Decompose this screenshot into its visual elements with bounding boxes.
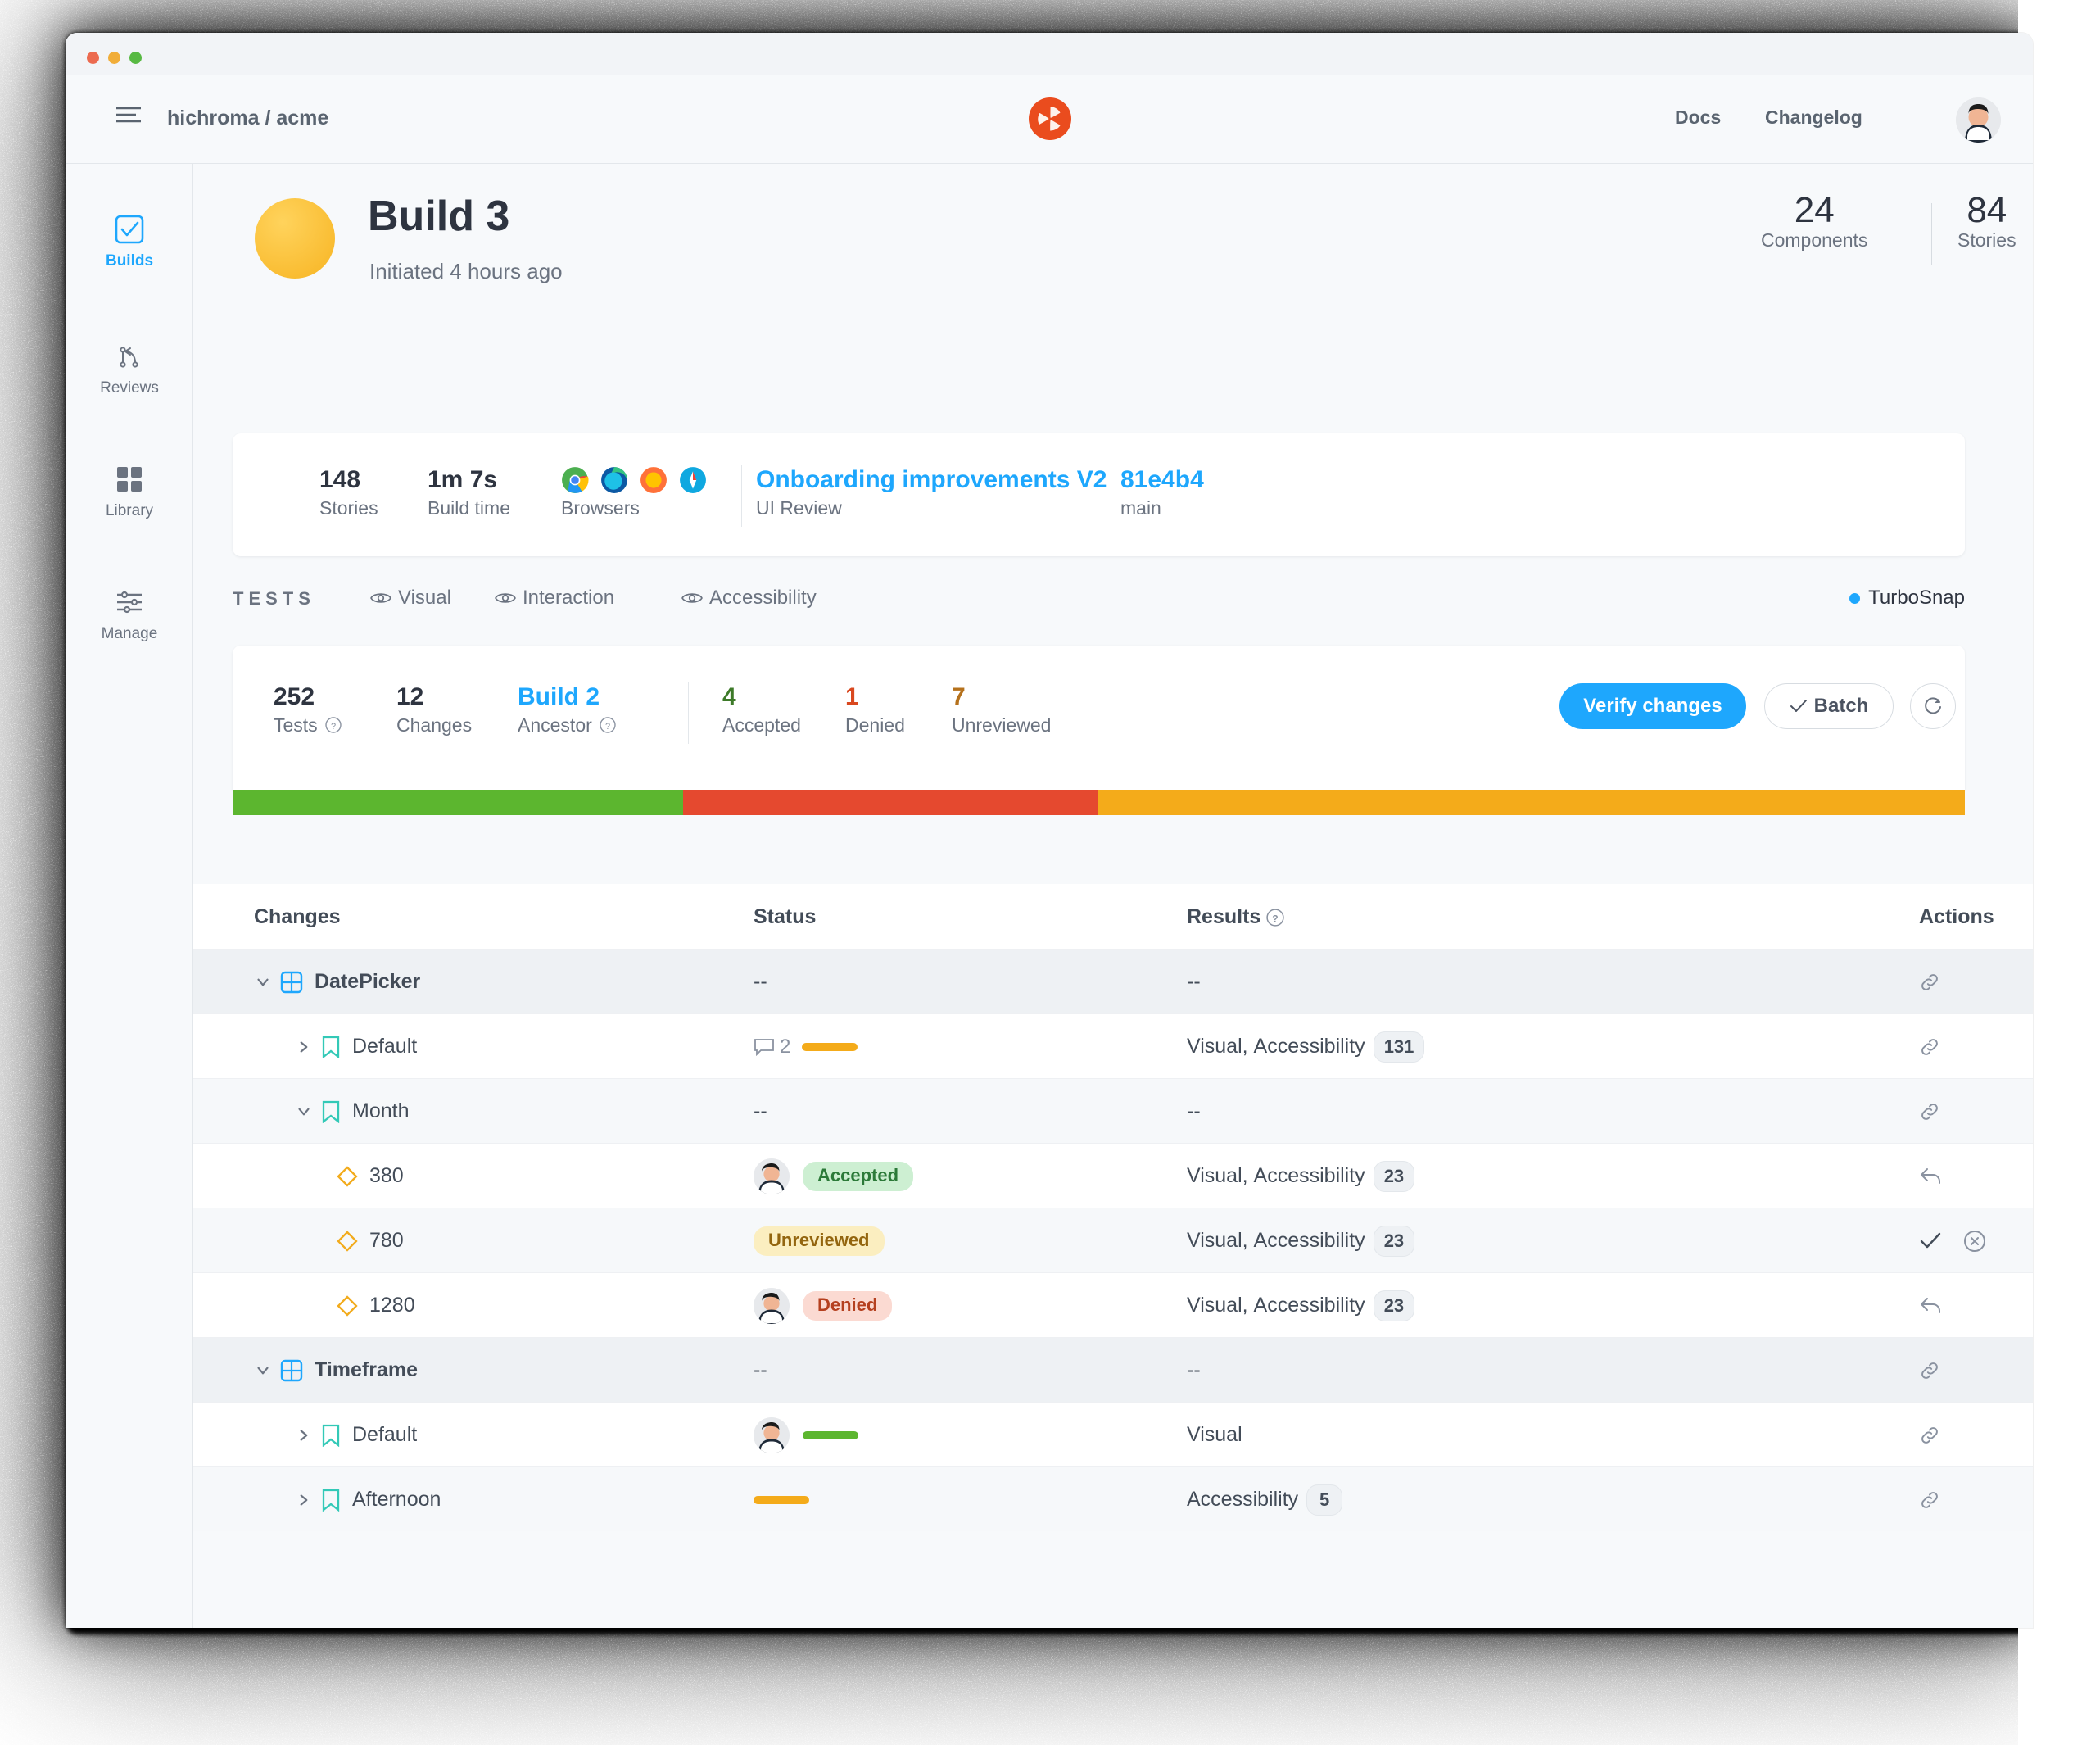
svg-text:?: ? xyxy=(331,722,336,732)
svg-text:?: ? xyxy=(605,722,610,732)
svg-text:?: ? xyxy=(1273,913,1279,925)
